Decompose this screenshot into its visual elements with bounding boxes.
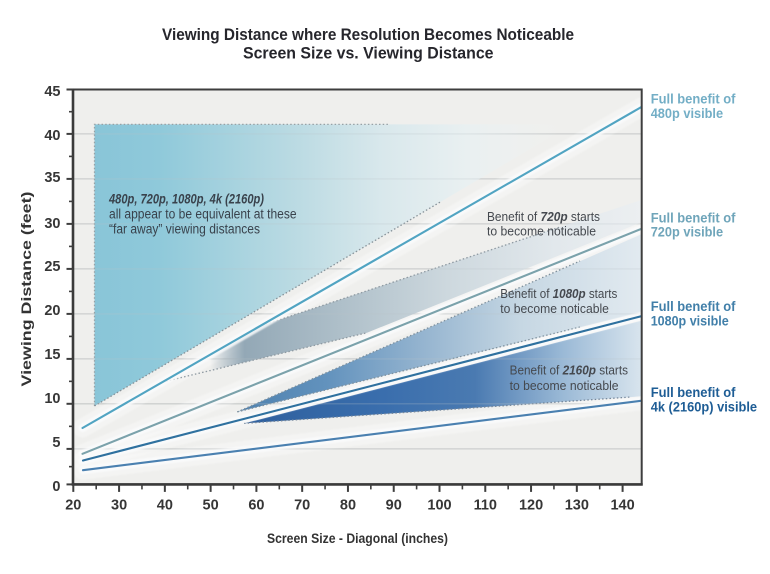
svg-text:50: 50 [203,498,219,514]
svg-text:Benefit of 1080p starts: Benefit of 1080p starts [500,286,617,301]
svg-text:480p, 720p, 1080p, 4k (2160p): 480p, 720p, 1080p, 4k (2160p) [108,192,264,207]
svg-text:Full benefit of: Full benefit of [651,210,736,225]
svg-text:120: 120 [519,498,543,514]
svg-text:Full benefit of: Full benefit of [651,385,736,400]
svg-text:1080p visible: 1080p visible [651,313,729,328]
svg-text:Full benefit of: Full benefit of [651,92,736,107]
svg-text:20: 20 [65,498,81,514]
svg-text:to become noticable: to become noticable [500,301,609,316]
svg-text:5: 5 [52,435,60,451]
svg-text:90: 90 [386,498,402,514]
svg-text:Viewing Distance where Resolut: Viewing Distance where Resolution Become… [162,25,574,44]
svg-text:Viewing Distance (feet): Viewing Distance (feet) [18,192,34,387]
svg-text:“far away” viewing distances: “far away” viewing distances [109,221,260,236]
svg-text:Full benefit of: Full benefit of [651,299,736,314]
svg-text:30: 30 [44,216,60,232]
svg-text:0: 0 [52,479,60,495]
svg-text:110: 110 [474,498,497,514]
svg-text:Benefit of 720p starts: Benefit of 720p starts [487,209,600,224]
svg-text:all appear to be equivalent at: all appear to be equivalent at these [109,207,297,222]
svg-text:80: 80 [340,498,356,514]
svg-text:to become noticable: to become noticable [487,224,596,239]
svg-text:70: 70 [294,498,310,514]
svg-text:20: 20 [44,303,60,319]
svg-text:100: 100 [427,498,451,514]
svg-text:25: 25 [44,259,60,275]
svg-text:4k (2160p) visible: 4k (2160p) visible [651,400,758,415]
svg-text:to become noticable: to become noticable [510,378,619,393]
svg-text:140: 140 [610,498,634,514]
svg-text:Benefit of 2160p starts: Benefit of 2160p starts [510,363,629,378]
svg-text:720p visible: 720p visible [651,225,724,240]
svg-text:480p visible: 480p visible [651,106,724,121]
svg-text:40: 40 [44,128,60,144]
svg-text:30: 30 [111,498,127,514]
svg-text:40: 40 [157,498,173,514]
svg-text:Screen Size - Diagonal (inches: Screen Size - Diagonal (inches) [267,530,448,546]
svg-text:Screen Size vs. Viewing Distan: Screen Size vs. Viewing Distance [243,44,494,63]
svg-text:10: 10 [44,391,60,407]
svg-text:35: 35 [44,170,60,186]
svg-text:45: 45 [44,84,60,100]
svg-text:60: 60 [248,498,264,514]
svg-text:130: 130 [565,498,589,514]
svg-text:15: 15 [44,347,60,363]
